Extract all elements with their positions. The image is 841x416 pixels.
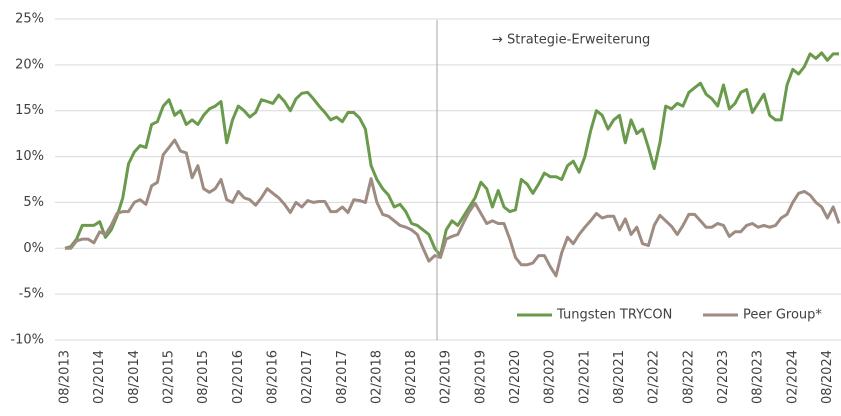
y-tick-label: 20%: [15, 57, 44, 72]
y-tick-label: 0%: [23, 241, 44, 256]
x-tick-label: 08/2014: [127, 350, 142, 404]
x-tick-label: 08/2021: [612, 350, 627, 404]
y-tick-label: -5%: [19, 287, 44, 302]
y-tick-label: 5%: [23, 195, 44, 210]
plot: -10% -5% 0% 5% 10% 15% 20% 25% 08/2013 02/2014 08/…: [10, 12, 841, 404]
x-tick-label: 02/2018: [369, 350, 384, 404]
series-line: [65, 138, 841, 278]
x-tick-label: 08/2015: [196, 350, 211, 404]
x-tick-label: 02/2020: [508, 350, 523, 404]
x-tick-label: 08/2023: [751, 350, 766, 404]
legend-label: Peer Group*: [743, 308, 822, 323]
y-tick-label: 25%: [15, 12, 44, 27]
y-tick-label: 10%: [15, 149, 44, 164]
x-tick-label: 08/2018: [404, 350, 419, 404]
x-tick-label: 08/2022: [681, 350, 696, 404]
x-tick-label: 08/2019: [473, 350, 488, 404]
x-tick-label: 08/2016: [265, 350, 280, 404]
x-tick-label: 02/2016: [231, 350, 246, 404]
x-tick-label: 02/2019: [439, 350, 454, 404]
x-tick-label: 08/2013: [58, 350, 73, 404]
x-tick-label: 02/2014: [92, 350, 107, 404]
x-tick-label: 08/2017: [335, 350, 350, 404]
annotation: → Strategie-Erweiterung: [492, 33, 650, 48]
x-tick-label: 02/2021: [577, 350, 592, 404]
x-tick-label: 02/2022: [647, 350, 662, 404]
x-tick-label: 08/2020: [543, 350, 558, 404]
x-tick-label: 02/2017: [300, 350, 315, 404]
y-tick-label: 15%: [15, 103, 44, 118]
x-tick-label: 02/2023: [716, 350, 731, 404]
y-tick-label: -10%: [10, 333, 44, 348]
legend-label: Tungsten TRYCON: [556, 308, 672, 323]
x-tick-label: 08/2024: [820, 350, 835, 404]
x-tick-label: 02/2015: [161, 350, 176, 404]
series-line: [64, 51, 839, 258]
x-tick-label: 02/2024: [785, 350, 800, 404]
